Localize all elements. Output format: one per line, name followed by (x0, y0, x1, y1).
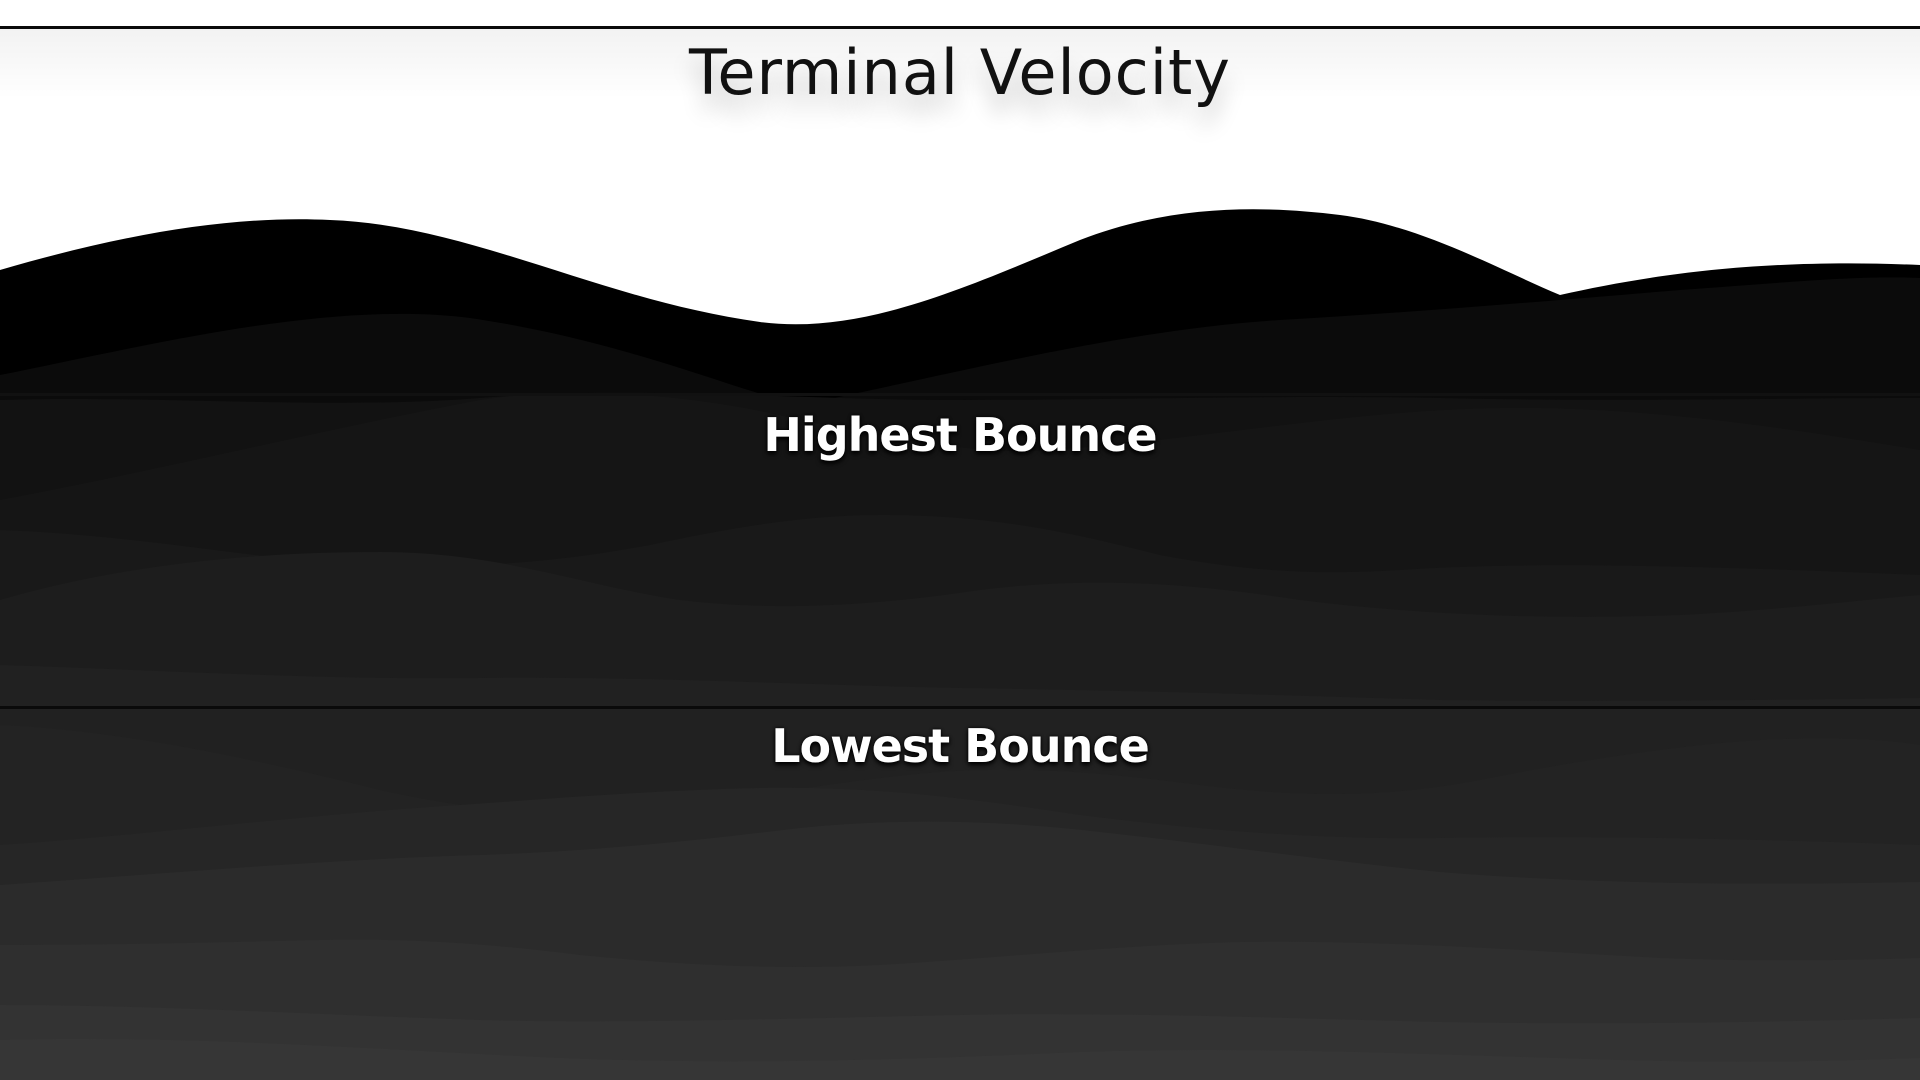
wave-layer-13 (0, 1039, 1920, 1080)
game-title: Terminal Velocity (689, 36, 1231, 109)
top-border (0, 26, 1920, 29)
highest-bounce-button[interactable]: Highest Bounce (0, 393, 1920, 708)
title-band (0, 29, 1920, 99)
lowest-bounce-label: Lowest Bounce (771, 719, 1150, 773)
separator-line (0, 706, 1920, 709)
separator-line (0, 393, 1920, 396)
highest-bounce-label: Highest Bounce (763, 408, 1157, 462)
lowest-bounce-button[interactable]: Lowest Bounce (0, 706, 1920, 1080)
